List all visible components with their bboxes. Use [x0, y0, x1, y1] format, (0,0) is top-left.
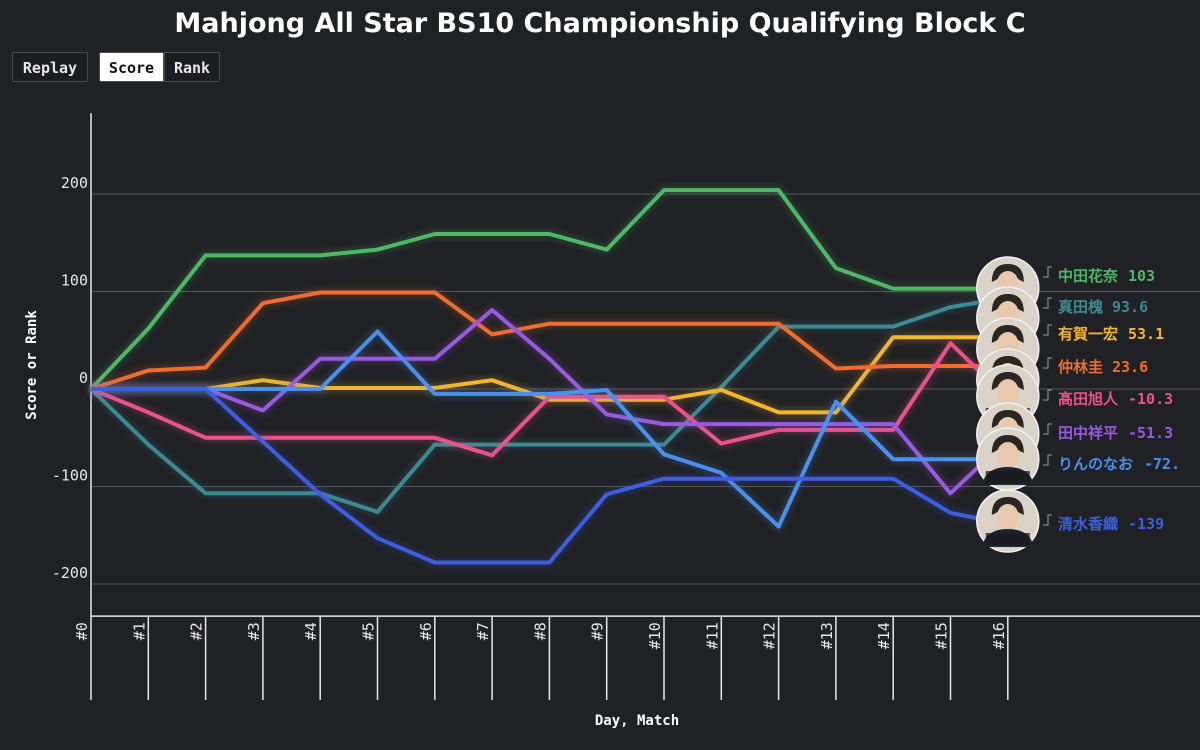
x-tick-label: #8 [531, 622, 549, 640]
label-connector [1043, 324, 1052, 336]
series-name-label: 真田槐 [1058, 298, 1103, 316]
x-tick-label: #14 [875, 622, 893, 649]
series-value-label: 23.6 [1112, 358, 1148, 376]
label-connector [1043, 514, 1052, 526]
replay-button[interactable]: Replay [12, 52, 88, 82]
player-avatar [976, 489, 1040, 553]
series-name-label: 田中祥平 [1058, 424, 1118, 442]
x-tick-label: #2 [188, 622, 206, 640]
series-line [90, 290, 1008, 391]
series-name-label: りんのなお [1058, 455, 1133, 473]
x-tick-label: #11 [703, 622, 721, 649]
series-value-label: -10.3 [1128, 390, 1173, 408]
label-connector [1043, 297, 1052, 309]
x-tick-label: #5 [360, 622, 378, 640]
x-tick-label: #0 [73, 622, 91, 640]
x-tick-label: #10 [646, 622, 664, 649]
label-connector [1043, 454, 1052, 466]
series-value-label: -72. [1144, 455, 1180, 473]
rank-toggle-button[interactable]: Rank [164, 52, 220, 82]
series-value-label: -139 [1128, 515, 1164, 533]
y-tick-label: 100 [61, 272, 88, 290]
y-tick-label: 0 [79, 369, 88, 387]
series-value-label: 103 [1128, 267, 1155, 285]
series-name-label: 有賀一宏 [1058, 325, 1118, 343]
x-tick-label: #12 [761, 622, 779, 649]
series-line [91, 387, 1009, 565]
series-line-glow [91, 384, 1009, 568]
series-value-label: -51.3 [1128, 424, 1173, 442]
y-tick-label: -200 [52, 564, 88, 582]
y-tick-label: -100 [52, 467, 88, 485]
series-value-label: 53.1 [1128, 325, 1164, 343]
score-toggle-button[interactable]: Score [99, 52, 164, 82]
label-connector [1043, 357, 1052, 369]
series-line [91, 329, 1008, 529]
x-tick-label: #4 [302, 622, 320, 640]
series-line [89, 188, 1008, 391]
series-value-label: 93.6 [1112, 298, 1148, 316]
chart-title: Mahjong All Star BS10 Championship Quali… [174, 8, 1026, 39]
y-axis-label: Score or Rank [24, 310, 40, 420]
x-tick-label: #16 [990, 622, 1008, 649]
avatar-face [996, 504, 1019, 530]
x-tick-label: #9 [589, 622, 607, 640]
x-tick-label: #13 [818, 622, 836, 649]
avatar-nameplate [985, 533, 1030, 545]
y-tick-label: 200 [61, 174, 88, 192]
x-axis-label: Day, Match [595, 713, 679, 729]
label-connector [1043, 423, 1052, 435]
x-tick-label: #1 [130, 622, 148, 640]
x-tick-label: #7 [474, 622, 492, 640]
series-name-label: 中田花奈 [1058, 267, 1119, 285]
avatar-nameplate [985, 471, 1030, 483]
label-connector [1043, 389, 1052, 401]
player-avatar [976, 427, 1040, 491]
x-tick-label: #15 [933, 622, 951, 649]
avatar-face [996, 442, 1019, 468]
label-connector [1043, 266, 1052, 278]
series-name-label: 清水香織 [1058, 515, 1118, 533]
series-line [89, 295, 1009, 514]
series-name-label: 髙田旭人 [1058, 390, 1119, 408]
x-tick-label: #6 [417, 622, 435, 640]
x-tick-label: #3 [245, 622, 263, 640]
series-name-label: 仲林圭 [1058, 358, 1103, 376]
avatar-face [996, 379, 1019, 405]
